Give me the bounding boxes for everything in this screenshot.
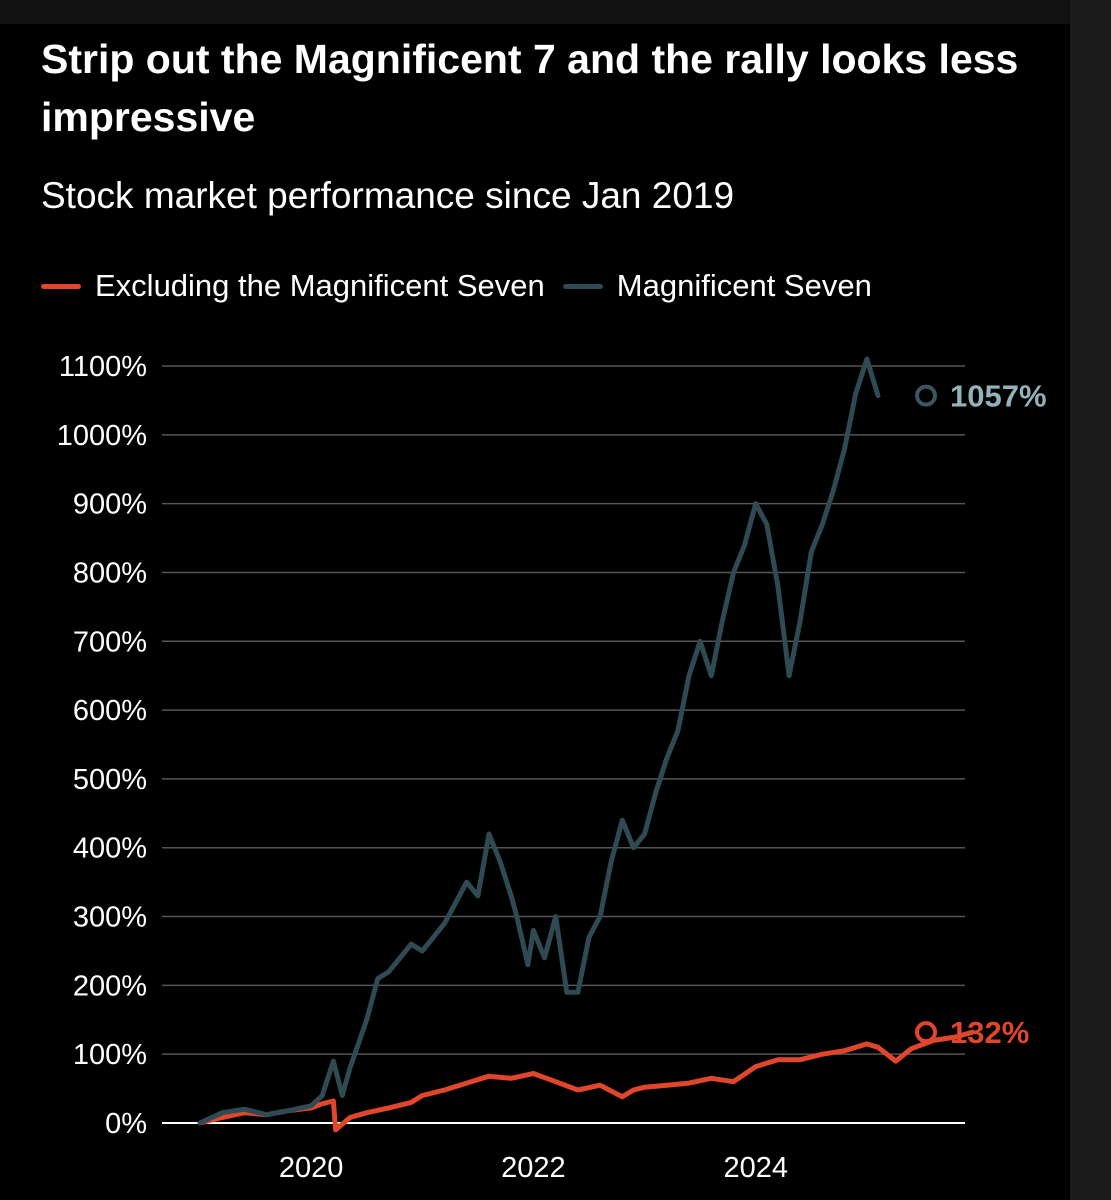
y-tick-label: 200%: [73, 970, 147, 1002]
y-tick-label: 300%: [73, 902, 147, 934]
end-label-excluding: 132%: [950, 1015, 1029, 1050]
legend-label-excluding: Excluding the Magnificent Seven: [95, 268, 545, 303]
right-margin-bar: [1070, 0, 1111, 1200]
end-marker-excluding: [915, 1021, 937, 1044]
x-tick-label: 2024: [723, 1152, 788, 1184]
y-tick-label: 500%: [73, 764, 147, 796]
series-line-magnificent: [197, 356, 881, 1126]
legend-swatch-excluding: [41, 283, 81, 289]
y-tick-label: 1100%: [59, 351, 147, 383]
y-tick-label: 0%: [105, 1108, 147, 1140]
chart-subtitle: Stock market performance since Jan 2019: [41, 175, 735, 216]
legend-item-magnificent: Magnificent Seven: [562, 268, 872, 304]
chart-background: [0, 24, 1070, 1200]
legend-item-excluding: Excluding the Magnificent Seven: [41, 268, 545, 304]
y-tick-label: 900%: [73, 489, 147, 521]
y-tick-label: 800%: [73, 557, 147, 589]
y-tick-label: 600%: [73, 695, 147, 727]
y-tick-label: 100%: [73, 1039, 147, 1071]
y-tick-label: 1000%: [57, 420, 147, 452]
x-tick-label: 2022: [501, 1152, 566, 1184]
series-line-excluding: [197, 1029, 975, 1133]
y-tick-label: 400%: [73, 833, 147, 865]
chart-title: Strip out the Magnificent 7 and the rall…: [41, 36, 1019, 140]
legend-swatch-magnificent: [562, 283, 603, 289]
legend: Excluding the Magnificent Seven Magnific…: [41, 264, 890, 308]
x-tick-label: 2020: [279, 1152, 344, 1184]
end-label-magnificent: 1057%: [950, 379, 1047, 414]
end-marker-magnificent: [915, 384, 937, 407]
y-tick-label: 700%: [73, 626, 147, 658]
legend-label-magnificent: Magnificent Seven: [616, 268, 872, 303]
